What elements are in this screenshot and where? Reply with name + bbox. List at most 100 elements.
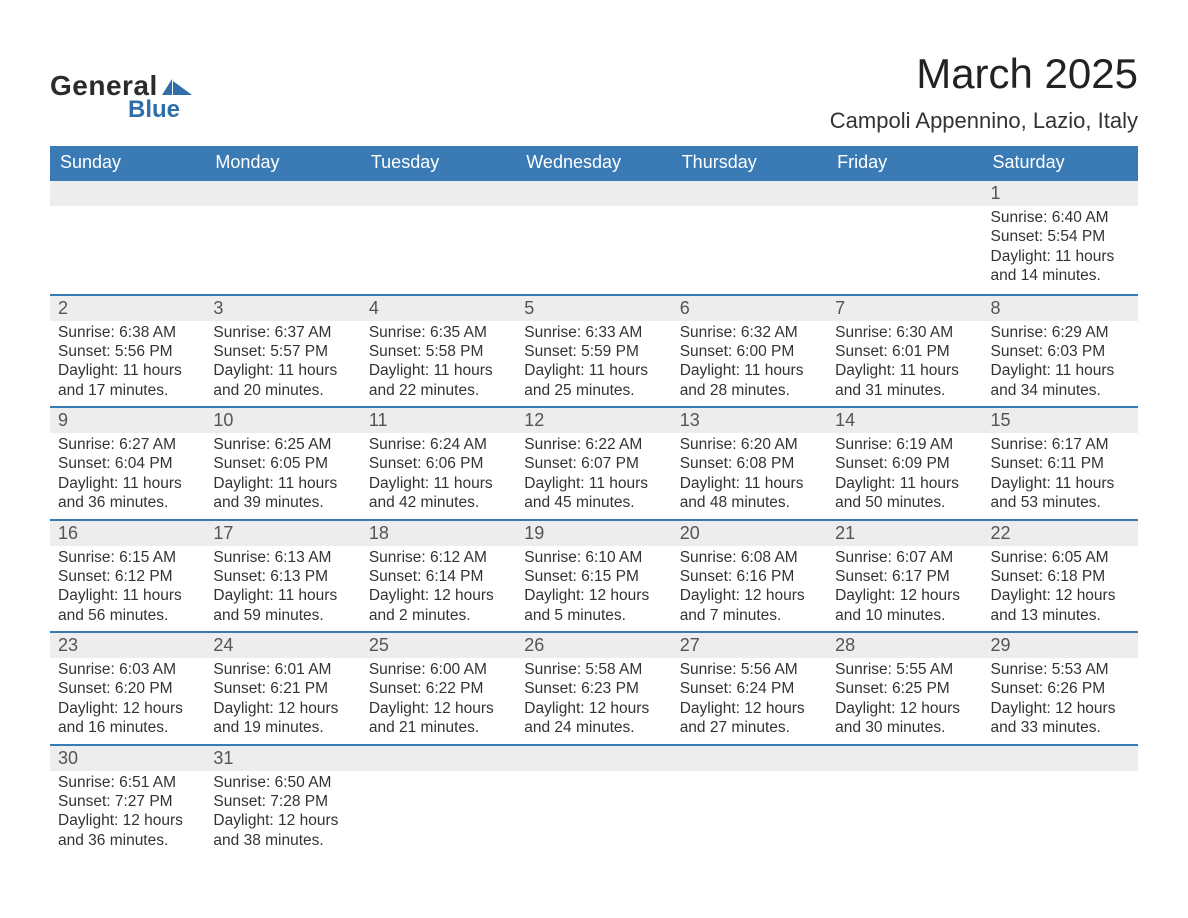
day-cell-number: 21 bbox=[827, 520, 982, 546]
sunset-text: Sunset: 6:21 PM bbox=[213, 679, 352, 698]
week-daynum-row: 1 bbox=[50, 180, 1138, 206]
month-title: March 2025 bbox=[830, 50, 1138, 98]
day-cell-number bbox=[672, 745, 827, 771]
daylight-text: Daylight: 12 hours and 24 minutes. bbox=[524, 699, 663, 738]
day-cell-number bbox=[361, 180, 516, 206]
day-cell-number: 11 bbox=[361, 407, 516, 433]
day-cell-number: 23 bbox=[50, 632, 205, 658]
sunset-text: Sunset: 6:20 PM bbox=[58, 679, 197, 698]
page-header: General Blue March 2025 Campoli Appennin… bbox=[50, 50, 1138, 134]
sunrise-text: Sunrise: 6:20 AM bbox=[680, 435, 819, 454]
sunrise-text: Sunrise: 6:13 AM bbox=[213, 548, 352, 567]
daylight-text: Daylight: 12 hours and 33 minutes. bbox=[991, 699, 1130, 738]
sunrise-text: Sunrise: 6:03 AM bbox=[58, 660, 197, 679]
sunset-text: Sunset: 6:05 PM bbox=[213, 454, 352, 473]
day-number: 19 bbox=[516, 521, 671, 546]
daylight-text: Daylight: 12 hours and 21 minutes. bbox=[369, 699, 508, 738]
daylight-text: Daylight: 11 hours and 53 minutes. bbox=[991, 474, 1130, 513]
sunset-text: Sunset: 6:16 PM bbox=[680, 567, 819, 586]
sunset-text: Sunset: 5:59 PM bbox=[524, 342, 663, 361]
day-number bbox=[827, 746, 982, 768]
day-cell-number: 5 bbox=[516, 295, 671, 321]
day-number: 17 bbox=[205, 521, 360, 546]
daylight-text: Daylight: 11 hours and 59 minutes. bbox=[213, 586, 352, 625]
sunset-text: Sunset: 6:07 PM bbox=[524, 454, 663, 473]
day-cell-info: Sunrise: 6:22 AMSunset: 6:07 PMDaylight:… bbox=[516, 433, 671, 520]
day-cell-info: Sunrise: 6:25 AMSunset: 6:05 PMDaylight:… bbox=[205, 433, 360, 520]
day-number bbox=[516, 746, 671, 768]
sunrise-text: Sunrise: 6:40 AM bbox=[991, 208, 1130, 227]
day-cell-info: Sunrise: 6:32 AMSunset: 6:00 PMDaylight:… bbox=[672, 321, 827, 408]
daylight-text: Daylight: 11 hours and 36 minutes. bbox=[58, 474, 197, 513]
day-number: 27 bbox=[672, 633, 827, 658]
sunrise-text: Sunrise: 6:33 AM bbox=[524, 323, 663, 342]
sunset-text: Sunset: 7:27 PM bbox=[58, 792, 197, 811]
daylight-text: Daylight: 11 hours and 17 minutes. bbox=[58, 361, 197, 400]
day-cell-info bbox=[827, 771, 982, 857]
day-cell-number bbox=[361, 745, 516, 771]
day-number: 10 bbox=[205, 408, 360, 433]
week-info-row: Sunrise: 6:51 AMSunset: 7:27 PMDaylight:… bbox=[50, 771, 1138, 857]
week-daynum-row: 16171819202122 bbox=[50, 520, 1138, 546]
day-cell-number: 8 bbox=[983, 295, 1138, 321]
daylight-text: Daylight: 12 hours and 36 minutes. bbox=[58, 811, 197, 850]
sunrise-text: Sunrise: 6:15 AM bbox=[58, 548, 197, 567]
brand-name-2: Blue bbox=[128, 96, 192, 124]
daylight-text: Daylight: 11 hours and 48 minutes. bbox=[680, 474, 819, 513]
day-cell-number: 18 bbox=[361, 520, 516, 546]
sunrise-text: Sunrise: 6:01 AM bbox=[213, 660, 352, 679]
day-number: 9 bbox=[50, 408, 205, 433]
brand-logo: General Blue bbox=[50, 70, 192, 124]
sunrise-text: Sunrise: 5:55 AM bbox=[835, 660, 974, 679]
day-cell-info: Sunrise: 6:03 AMSunset: 6:20 PMDaylight:… bbox=[50, 658, 205, 745]
day-cell-number: 22 bbox=[983, 520, 1138, 546]
day-cell-number: 14 bbox=[827, 407, 982, 433]
sunrise-text: Sunrise: 5:58 AM bbox=[524, 660, 663, 679]
day-number: 8 bbox=[983, 296, 1138, 321]
day-cell-info bbox=[205, 206, 360, 295]
calendar-table: Sunday Monday Tuesday Wednesday Thursday… bbox=[50, 146, 1138, 856]
sunrise-text: Sunrise: 6:29 AM bbox=[991, 323, 1130, 342]
brand-mark-icon bbox=[162, 75, 192, 95]
sunset-text: Sunset: 6:18 PM bbox=[991, 567, 1130, 586]
sunrise-text: Sunrise: 6:27 AM bbox=[58, 435, 197, 454]
sunset-text: Sunset: 6:25 PM bbox=[835, 679, 974, 698]
day-cell-info bbox=[361, 206, 516, 295]
day-cell-info bbox=[361, 771, 516, 857]
sunset-text: Sunset: 6:17 PM bbox=[835, 567, 974, 586]
daylight-text: Daylight: 12 hours and 38 minutes. bbox=[213, 811, 352, 850]
sunset-text: Sunset: 6:13 PM bbox=[213, 567, 352, 586]
weekday-header: Wednesday bbox=[516, 146, 671, 180]
daylight-text: Daylight: 11 hours and 28 minutes. bbox=[680, 361, 819, 400]
day-number: 2 bbox=[50, 296, 205, 321]
day-cell-info: Sunrise: 5:58 AMSunset: 6:23 PMDaylight:… bbox=[516, 658, 671, 745]
day-cell-number: 29 bbox=[983, 632, 1138, 658]
day-number: 25 bbox=[361, 633, 516, 658]
day-number: 31 bbox=[205, 746, 360, 771]
daylight-text: Daylight: 11 hours and 50 minutes. bbox=[835, 474, 974, 513]
day-cell-number: 12 bbox=[516, 407, 671, 433]
day-number: 24 bbox=[205, 633, 360, 658]
daylight-text: Daylight: 12 hours and 13 minutes. bbox=[991, 586, 1130, 625]
day-cell-number bbox=[827, 745, 982, 771]
day-cell-info bbox=[516, 771, 671, 857]
day-cell-number: 31 bbox=[205, 745, 360, 771]
sunset-text: Sunset: 6:23 PM bbox=[524, 679, 663, 698]
sunrise-text: Sunrise: 6:38 AM bbox=[58, 323, 197, 342]
daylight-text: Daylight: 11 hours and 25 minutes. bbox=[524, 361, 663, 400]
day-cell-number bbox=[827, 180, 982, 206]
day-cell-number: 4 bbox=[361, 295, 516, 321]
day-number: 7 bbox=[827, 296, 982, 321]
day-number: 3 bbox=[205, 296, 360, 321]
sunset-text: Sunset: 6:00 PM bbox=[680, 342, 819, 361]
sunrise-text: Sunrise: 5:56 AM bbox=[680, 660, 819, 679]
daylight-text: Daylight: 11 hours and 34 minutes. bbox=[991, 361, 1130, 400]
day-number: 15 bbox=[983, 408, 1138, 433]
day-cell-info: Sunrise: 6:37 AMSunset: 5:57 PMDaylight:… bbox=[205, 321, 360, 408]
day-cell-number bbox=[50, 180, 205, 206]
day-cell-number: 26 bbox=[516, 632, 671, 658]
sunset-text: Sunset: 6:26 PM bbox=[991, 679, 1130, 698]
day-cell-info: Sunrise: 5:56 AMSunset: 6:24 PMDaylight:… bbox=[672, 658, 827, 745]
day-cell-info: Sunrise: 5:53 AMSunset: 6:26 PMDaylight:… bbox=[983, 658, 1138, 745]
day-number bbox=[983, 746, 1138, 768]
